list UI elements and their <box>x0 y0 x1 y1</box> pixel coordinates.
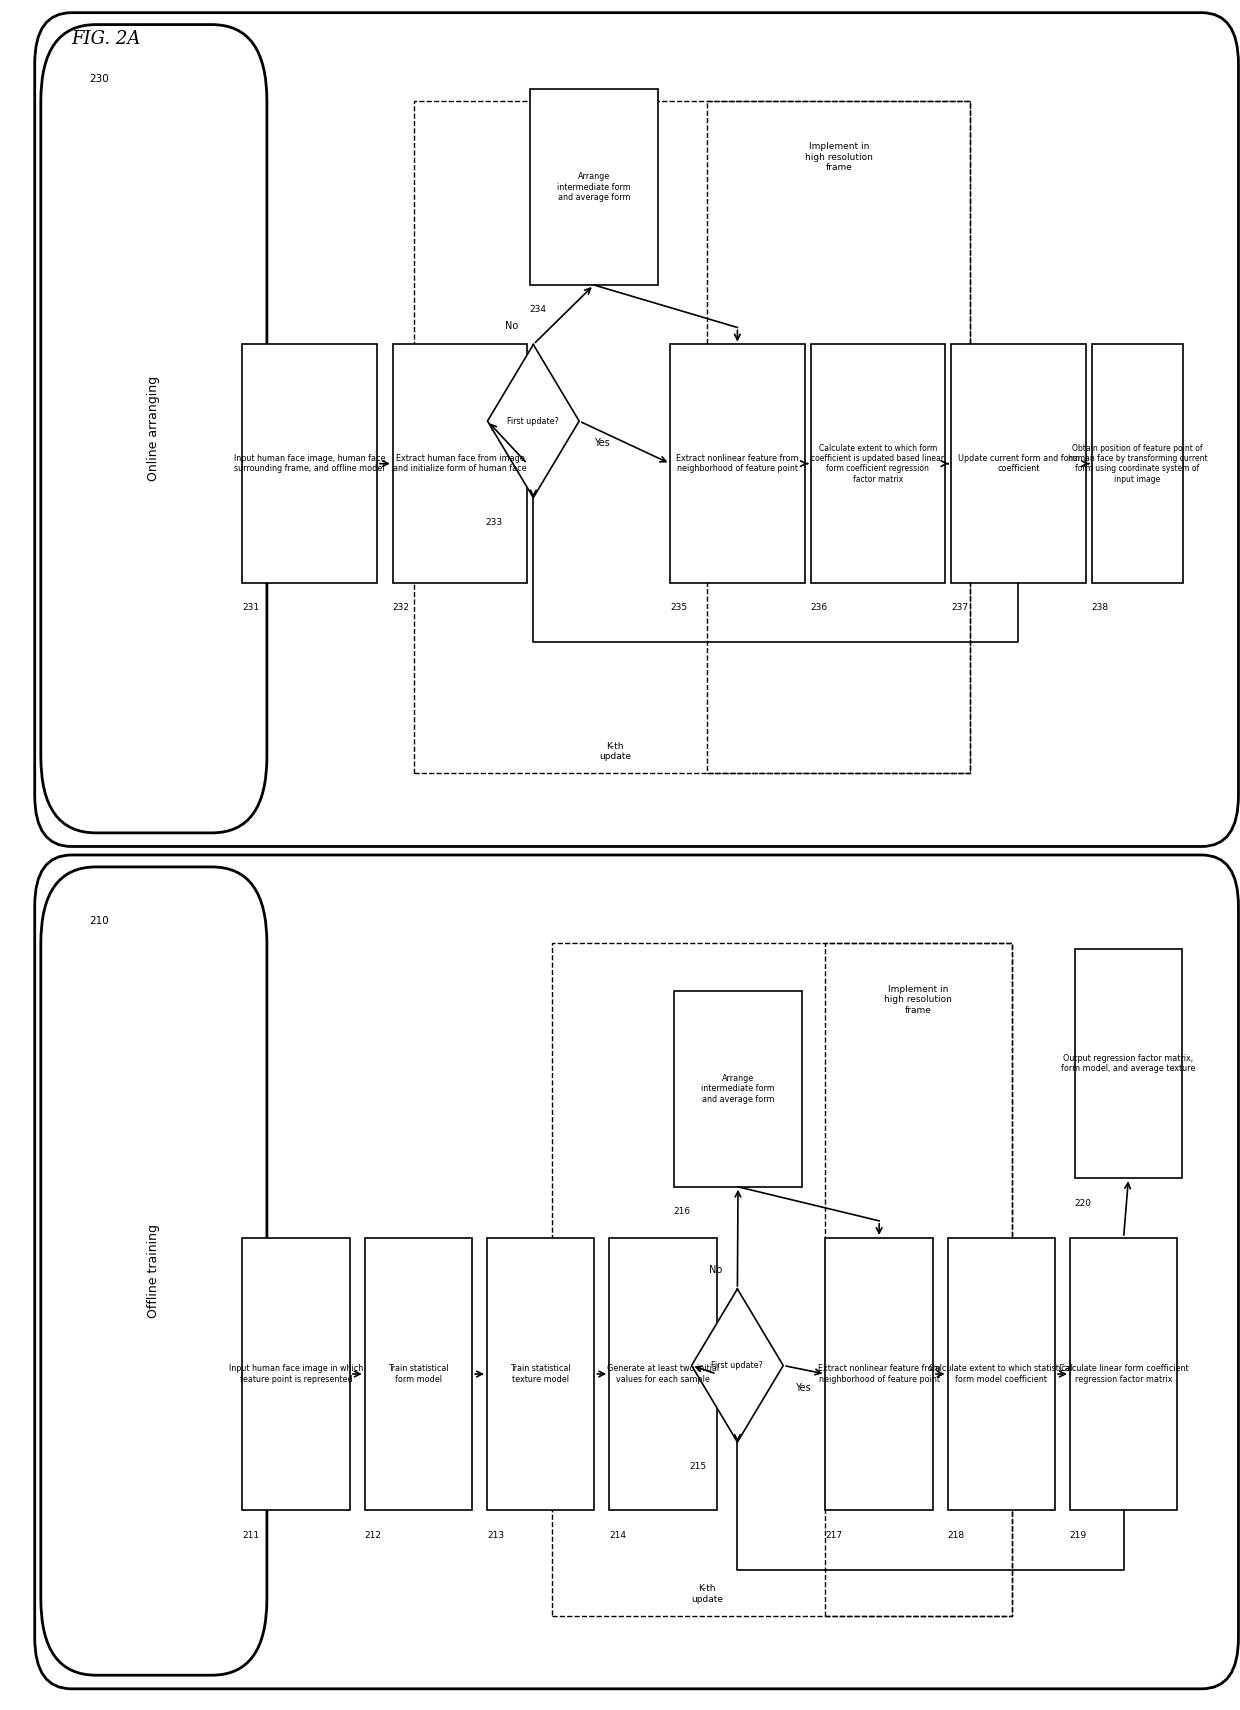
Bar <box>393 344 527 583</box>
Text: Arrange
intermediate form
and average form: Arrange intermediate form and average fo… <box>701 1074 775 1105</box>
Text: Yes: Yes <box>795 1382 811 1392</box>
Bar <box>673 992 802 1187</box>
Text: First update?: First update? <box>507 417 559 426</box>
Bar <box>951 344 1086 583</box>
Text: 238: 238 <box>1091 604 1109 612</box>
Bar <box>1075 949 1182 1178</box>
Bar <box>811 344 945 583</box>
Bar <box>609 1238 717 1510</box>
Text: 220: 220 <box>1075 1199 1091 1207</box>
Text: Calculate linear form coefficient
regression factor matrix: Calculate linear form coefficient regres… <box>1059 1365 1188 1383</box>
Text: Extract human face from image
and initialize form of human face: Extract human face from image and initia… <box>393 453 527 474</box>
Text: K-th
update: K-th update <box>691 1585 723 1604</box>
Text: 231: 231 <box>243 604 259 612</box>
Bar <box>1070 1238 1177 1510</box>
Text: Input human face image, human face
surrounding frame, and offline model: Input human face image, human face surro… <box>234 453 386 474</box>
Text: 236: 236 <box>811 604 828 612</box>
Text: Train statistical
texture model: Train statistical texture model <box>511 1365 570 1383</box>
Text: 233: 233 <box>485 518 502 527</box>
Text: Extract nonlinear feature from
neighborhood of feature point: Extract nonlinear feature from neighborh… <box>676 453 799 474</box>
Bar <box>947 1238 1055 1510</box>
FancyBboxPatch shape <box>35 855 1239 1689</box>
Bar <box>826 1238 932 1510</box>
Text: Update current form and form
coefficient: Update current form and form coefficient <box>957 453 1079 474</box>
Bar <box>487 1238 594 1510</box>
Text: Calculate extent to which statistical
form model coefficient: Calculate extent to which statistical fo… <box>930 1365 1074 1383</box>
Polygon shape <box>487 344 579 498</box>
Text: Implement in
high resolution
frame: Implement in high resolution frame <box>884 985 952 1014</box>
Text: 211: 211 <box>243 1530 259 1539</box>
FancyBboxPatch shape <box>41 867 267 1676</box>
Text: Extract nonlinear feature from
neighborhood of feature point: Extract nonlinear feature from neighborh… <box>818 1365 940 1383</box>
Text: 232: 232 <box>393 604 409 612</box>
Text: 235: 235 <box>670 604 687 612</box>
Bar <box>826 944 1012 1616</box>
Text: No: No <box>709 1265 722 1276</box>
FancyBboxPatch shape <box>35 12 1239 846</box>
Text: 213: 213 <box>487 1530 503 1539</box>
Bar <box>529 89 658 286</box>
Text: 230: 230 <box>89 74 109 84</box>
Bar <box>552 944 1012 1616</box>
Bar <box>414 101 970 773</box>
Text: Obtain position of feature point of
human face by transforming current
form usin: Obtain position of feature point of huma… <box>1068 443 1208 484</box>
Text: 210: 210 <box>89 917 109 927</box>
Polygon shape <box>692 1289 784 1442</box>
FancyBboxPatch shape <box>41 24 267 833</box>
Text: 212: 212 <box>365 1530 382 1539</box>
Text: Arrange
intermediate form
and average form: Arrange intermediate form and average fo… <box>557 173 631 202</box>
Text: FIG. 2A: FIG. 2A <box>72 29 141 48</box>
Text: Train statistical
form model: Train statistical form model <box>388 1365 449 1383</box>
Text: 215: 215 <box>689 1462 707 1472</box>
Text: 214: 214 <box>609 1530 626 1539</box>
Text: 237: 237 <box>951 604 968 612</box>
Text: First update?: First update? <box>712 1361 764 1370</box>
Text: Offline training: Offline training <box>148 1224 160 1318</box>
Bar <box>243 1238 350 1510</box>
Text: 217: 217 <box>826 1530 842 1539</box>
Text: Yes: Yes <box>594 438 610 448</box>
Text: Output regression factor matrix,
form model, and average texture: Output regression factor matrix, form mo… <box>1061 1053 1195 1074</box>
Text: 219: 219 <box>1070 1530 1087 1539</box>
Text: 218: 218 <box>947 1530 965 1539</box>
Text: 216: 216 <box>673 1207 691 1216</box>
Text: Implement in
high resolution
frame: Implement in high resolution frame <box>805 142 873 173</box>
Text: Input human face image in which
feature point is represented: Input human face image in which feature … <box>229 1365 363 1383</box>
Text: K-th
update: K-th update <box>599 742 631 761</box>
Bar <box>243 344 377 583</box>
Text: 234: 234 <box>529 306 547 315</box>
Bar <box>707 101 970 773</box>
Bar <box>1091 344 1183 583</box>
Text: Calculate extent to which form
coefficient is updated based linear
form coeffici: Calculate extent to which form coefficie… <box>811 443 945 484</box>
Bar <box>670 344 805 583</box>
Text: Online arranging: Online arranging <box>148 376 160 481</box>
Bar <box>365 1238 472 1510</box>
Text: No: No <box>505 321 518 332</box>
Text: Generate at least two initial
values for each sample: Generate at least two initial values for… <box>606 1365 719 1383</box>
